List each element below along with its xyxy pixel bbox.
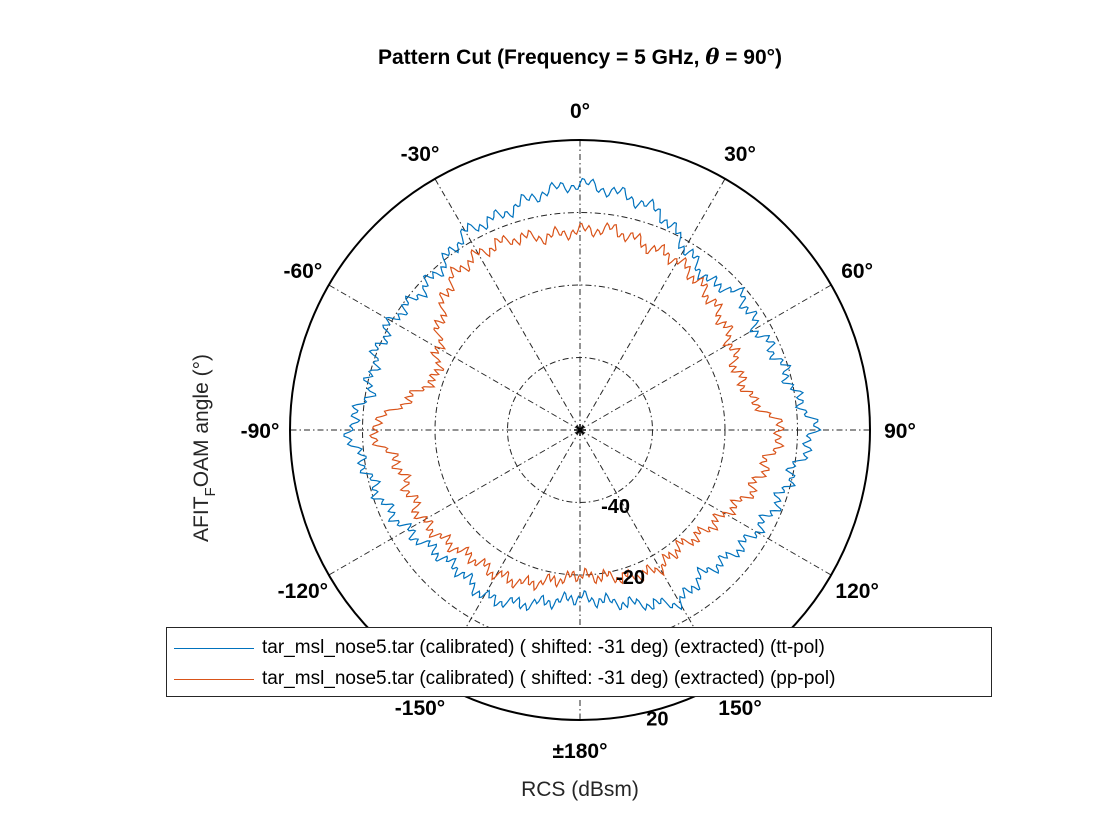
grid-spoke xyxy=(434,429,581,682)
angle-tick-label: -60° xyxy=(283,260,322,283)
radial-tick-label: -20 xyxy=(616,567,645,589)
angle-tick-label: 0° xyxy=(570,100,590,123)
angle-tick-label: -150° xyxy=(395,697,445,720)
grid-spoke xyxy=(579,178,726,431)
angle-tick-label: -120° xyxy=(278,580,328,603)
angle-tick-label: 30° xyxy=(724,143,756,166)
grid-spoke xyxy=(328,429,581,576)
legend-label: tar_msl_nose5.tar (calibrated) ( shifted… xyxy=(262,668,836,689)
grid-spoke xyxy=(579,284,832,431)
legend-label: tar_msl_nose5.tar (calibrated) ( shifted… xyxy=(262,637,825,658)
grid-spoke xyxy=(579,429,726,682)
angle-tick-label: 120° xyxy=(835,580,878,603)
angle-tick-label: -90° xyxy=(241,420,280,443)
series-line-tt-pol xyxy=(343,177,822,612)
y-axis-label: AFITFOAM angle (°) xyxy=(190,354,219,542)
legend-entry: tar_msl_nose5.tar (calibrated) ( shifted… xyxy=(167,633,825,663)
angle-tick-label: 90° xyxy=(884,420,916,443)
radial-tick-label: -40 xyxy=(601,496,630,518)
center-marker xyxy=(574,424,586,436)
grid-spoke xyxy=(434,178,581,431)
legend-line-tt-pol xyxy=(174,647,254,649)
angle-tick-label: ±180° xyxy=(553,740,608,763)
angle-tick-label: -30° xyxy=(401,143,440,166)
legend-line-pp-pol xyxy=(174,678,254,680)
legend-entry: tar_msl_nose5.tar (calibrated) ( shifted… xyxy=(167,664,835,694)
series-layer xyxy=(343,177,822,612)
chart-labels: 0° 30° 60° 90° 120° 150° ±180° -150° -120° -90° -6… xyxy=(241,100,916,763)
grid-spoke xyxy=(579,429,832,576)
radial-tick-label: 20 xyxy=(646,709,668,731)
legend: tar_msl_nose5.tar (calibrated) ( shifted… xyxy=(166,627,992,697)
angle-tick-label: 60° xyxy=(841,260,873,283)
chart-title: Pattern Cut (Frequency = 5 GHz, θ = 90°) xyxy=(378,44,782,69)
series-line-pp-pol xyxy=(369,221,785,592)
angle-tick-label: 150° xyxy=(718,697,761,720)
x-axis-label: RCS (dBsm) xyxy=(521,778,639,801)
outer-ring xyxy=(289,139,871,721)
grid-spoke xyxy=(328,284,581,431)
